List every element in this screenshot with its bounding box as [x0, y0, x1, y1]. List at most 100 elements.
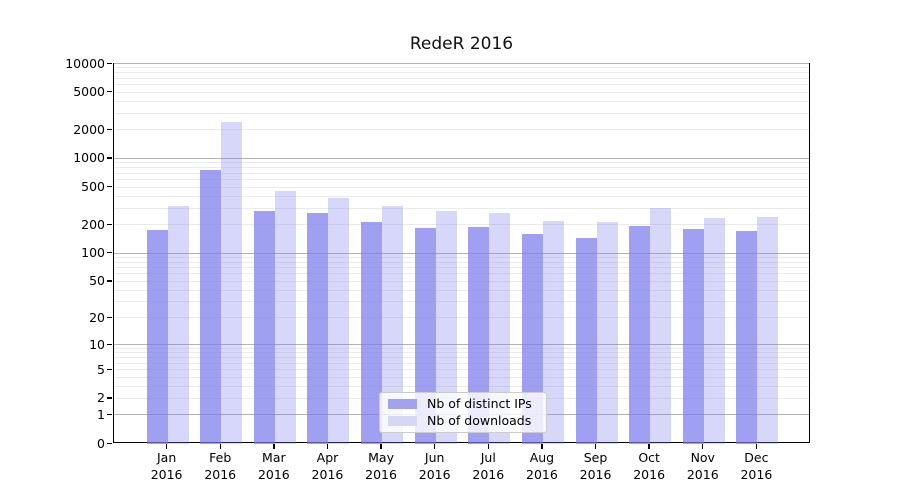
- x-tick-year: 2016: [365, 466, 397, 482]
- y-tick-label: 200: [81, 216, 105, 232]
- y-tick-label: 100: [81, 245, 105, 261]
- bar-distinct-ips-jan: [146, 229, 168, 444]
- legend-item-downloads: Nb of downloads: [388, 414, 538, 428]
- minor-gridline: [114, 352, 809, 354]
- major-gridline: [114, 157, 809, 159]
- minor-gridline: [114, 357, 809, 359]
- x-tick-month: Mar: [262, 450, 286, 465]
- y-tick-mark: [107, 280, 112, 282]
- x-tick-month: Sep: [583, 450, 608, 465]
- x-tick-mark: [541, 444, 543, 449]
- x-tick-year: 2016: [579, 466, 612, 482]
- legend-swatch-downloads-icon: [388, 416, 417, 426]
- x-tick-mark: [594, 444, 597, 449]
- bar-downloads-apr: [328, 198, 350, 444]
- minor-gridline: [114, 72, 809, 74]
- minor-gridline: [114, 273, 809, 275]
- bar-downloads-aug: [542, 220, 564, 444]
- x-tick-label: Feb 2016: [188, 450, 252, 483]
- x-tick-month: Oct: [638, 450, 660, 465]
- x-tick-label: Apr 2016: [295, 450, 359, 483]
- minor-gridline: [114, 112, 809, 114]
- minor-gridline: [114, 385, 809, 387]
- plot-area: [113, 63, 810, 444]
- x-tick-label: Jan 2016: [135, 450, 199, 483]
- bar-downloads-sep: [596, 222, 618, 444]
- y-tick-mark: [107, 397, 112, 399]
- bar-downloads-jan: [167, 205, 189, 444]
- y-tick-label: 0: [97, 435, 105, 451]
- x-tick-year: 2016: [257, 466, 290, 482]
- y-tick-label: 50: [89, 273, 105, 289]
- legend-label-downloads: Nb of downloads: [427, 413, 532, 428]
- x-tick-label: Aug 2016: [510, 450, 574, 483]
- bar-downloads-nov: [703, 218, 725, 444]
- y-tick-mark: [107, 252, 112, 254]
- y-tick-mark: [107, 343, 112, 345]
- bar-distinct-ips-oct: [629, 225, 651, 444]
- x-tick-mark: [326, 444, 329, 449]
- minor-gridline: [114, 195, 809, 197]
- x-tick-year: 2016: [204, 466, 237, 482]
- x-tick-month: Jul: [480, 450, 496, 465]
- minor-gridline: [114, 267, 809, 269]
- bar-downloads-feb: [221, 122, 243, 444]
- x-tick-year: 2016: [418, 466, 451, 482]
- minor-gridline: [114, 167, 809, 169]
- bar-downloads-oct: [650, 208, 672, 444]
- legend-swatch-distinct-ips-icon: [388, 399, 417, 409]
- y-tick-mark: [107, 128, 112, 131]
- x-tick-label: Jul 2016: [456, 450, 520, 483]
- x-tick-month: Nov: [690, 450, 715, 465]
- minor-gridline: [114, 261, 809, 263]
- minor-gridline: [114, 100, 809, 102]
- x-tick-month: Apr: [316, 450, 339, 465]
- bar-downloads-may: [382, 205, 404, 444]
- minor-gridline: [114, 376, 809, 378]
- legend-label-distinct-ips: Nb of distinct IPs: [427, 396, 532, 411]
- bar-downloads-jun: [435, 211, 457, 444]
- x-tick-year: 2016: [740, 466, 773, 482]
- major-gridline: [114, 252, 809, 254]
- y-tick-mark: [107, 316, 112, 319]
- x-tick-year: 2016: [686, 466, 719, 482]
- x-tick-label: Jun 2016: [403, 450, 467, 483]
- bar-distinct-ips-mar: [253, 210, 275, 444]
- y-tick-label: 2: [97, 390, 105, 406]
- x-tick-year: 2016: [150, 466, 183, 482]
- y-tick-label: 1000: [73, 150, 105, 166]
- minor-gridline: [114, 207, 809, 209]
- minor-gridline: [114, 280, 809, 282]
- x-tick-label: Nov 2016: [671, 450, 735, 483]
- y-tick-mark: [107, 62, 112, 64]
- minor-gridline: [114, 362, 809, 364]
- x-tick-label: Mar 2016: [242, 450, 306, 483]
- minor-gridline: [114, 67, 809, 69]
- minor-gridline: [114, 186, 809, 188]
- y-tick-mark: [107, 186, 112, 188]
- bar-distinct-ips-jun: [414, 228, 436, 444]
- bar-distinct-ips-dec: [736, 231, 758, 444]
- bar-distinct-ips-jul: [468, 226, 490, 444]
- minor-gridline: [114, 301, 809, 303]
- x-tick-mark: [380, 444, 382, 449]
- bar-downloads-jul: [489, 212, 511, 444]
- minor-gridline: [114, 224, 809, 226]
- x-tick-mark: [648, 444, 650, 449]
- x-tick-month: Aug: [529, 450, 555, 465]
- y-tick-label: 20: [89, 309, 105, 325]
- y-tick-mark: [107, 368, 112, 370]
- x-tick-mark: [165, 444, 168, 449]
- y-tick-label: 10000: [65, 55, 105, 71]
- bar-distinct-ips-nov: [682, 229, 704, 444]
- x-tick-month: May: [368, 450, 394, 465]
- x-tick-month: Feb: [209, 450, 232, 465]
- bar-distinct-ips-aug: [521, 234, 543, 444]
- y-tick-label: 5: [97, 361, 105, 377]
- y-tick-mark: [107, 157, 112, 159]
- y-tick-label: 10: [89, 336, 105, 352]
- minor-gridline: [114, 172, 809, 174]
- minor-gridline: [114, 84, 809, 86]
- minor-gridline: [114, 91, 809, 93]
